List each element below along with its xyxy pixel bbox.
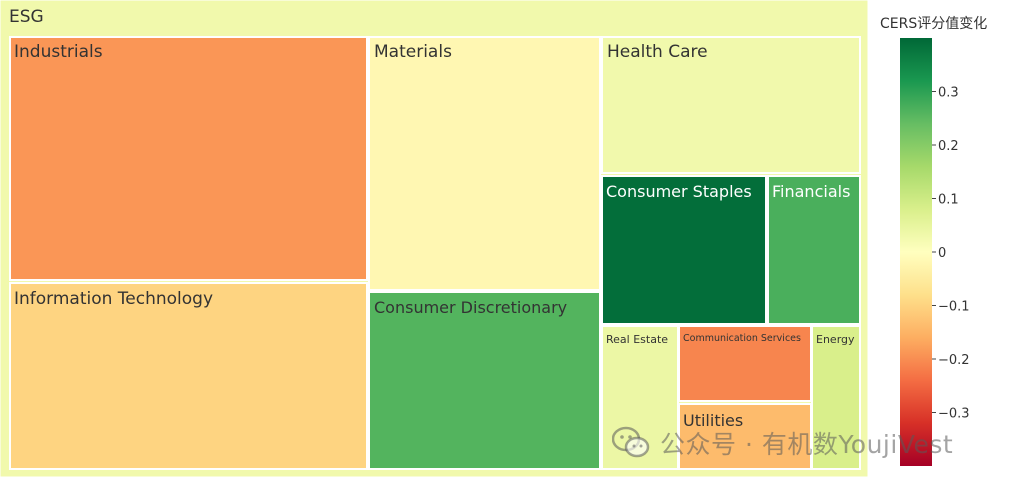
colorbar-title: CERS评分值变化 (880, 16, 987, 32)
tile-label-utilities: Utilities (683, 411, 743, 430)
tile-label-communication-services: Communication Services (683, 333, 801, 344)
tile-label-consumer-staples: Consumer Staples (606, 182, 752, 201)
tile-consumer-staples[interactable]: Consumer Staples (601, 175, 767, 325)
tile-health-care[interactable]: Health Care (601, 36, 861, 174)
tile-communication-services[interactable]: Communication Services (678, 325, 812, 402)
tile-utilities[interactable]: Utilities (678, 403, 812, 470)
tile-label-energy: Energy (816, 333, 855, 346)
tile-materials[interactable]: Materials (368, 36, 601, 291)
tile-label-real-estate: Real Estate (606, 333, 668, 346)
colorbar-ticks: 0.3 0.2 0.1 0 −0.1 −0.2 −0.3 (932, 86, 970, 422)
tile-label-health-care: Health Care (607, 42, 708, 62)
colorbar-tick-label: 0.3 (938, 86, 959, 101)
colorbar-tick-label: −0.1 (938, 300, 970, 315)
treemap-root-label: ESG (9, 7, 44, 27)
tile-label-materials: Materials (374, 42, 452, 62)
colorbar-tick-label: 0.2 (938, 139, 959, 154)
tile-energy[interactable]: Energy (811, 325, 861, 470)
colorbar-tick-label: 0.1 (938, 193, 959, 208)
tile-label-industrials: Industrials (14, 42, 103, 62)
colorbar-bar (900, 38, 932, 466)
colorbar-tick-label: 0 (938, 246, 946, 261)
tile-financials[interactable]: Financials (767, 175, 861, 325)
colorbar-tick-label: −0.3 (938, 407, 970, 422)
tile-industrials[interactable]: Industrials (9, 36, 368, 281)
tile-label-consumer-discretionary: Consumer Discretionary (374, 298, 567, 317)
tile-label-financials: Financials (772, 182, 850, 201)
tile-consumer-discretionary[interactable]: Consumer Discretionary (368, 291, 601, 470)
tile-label-information-technology: Information Technology (14, 289, 213, 309)
tile-information-technology[interactable]: Information Technology (9, 282, 368, 470)
tile-real-estate[interactable]: Real Estate (601, 325, 679, 470)
colorbar-tick-label: −0.2 (938, 353, 970, 368)
